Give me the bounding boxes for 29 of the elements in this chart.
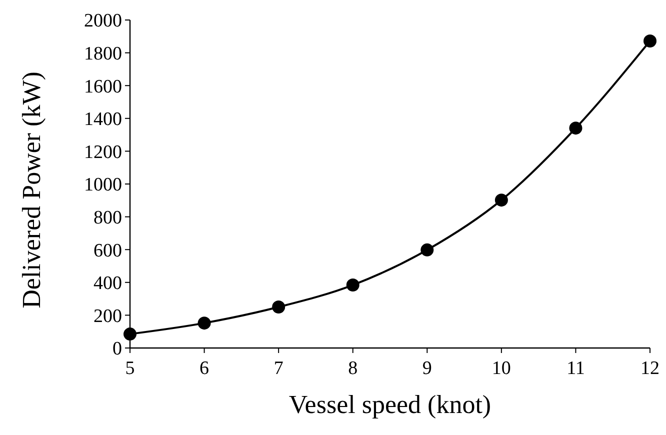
point: [198, 316, 211, 330]
x-tick-label: 9: [422, 358, 432, 379]
x-tick-label: 5: [125, 358, 135, 379]
y-tick-label: 1400: [84, 109, 122, 130]
y-tick-label: 1800: [84, 43, 122, 64]
x-tick-label: 7: [274, 358, 284, 379]
y-tick-label: 2000: [84, 10, 122, 32]
y-tick-label: 800: [94, 207, 122, 228]
y-tick-label: 1000: [84, 174, 122, 196]
x-tick-label: 6: [200, 358, 210, 379]
point: [272, 300, 286, 314]
y-tick-label: 1600: [84, 76, 122, 98]
point: [644, 34, 656, 48]
y-tick-label: 400: [94, 273, 122, 294]
point: [420, 243, 434, 256]
y-tick-label: 0: [112, 338, 122, 360]
x-axis-title: Vessel speed (knot): [288, 390, 492, 419]
x-tick-label: 12: [640, 358, 660, 379]
point: [124, 328, 136, 341]
point: [494, 194, 508, 207]
y-axis-title: Delivered Power (kW): [17, 72, 46, 308]
x-tick-label: 10: [492, 358, 511, 379]
point: [346, 278, 360, 292]
y-tick-label: 600: [94, 240, 122, 262]
y-tick-label: 200: [94, 306, 122, 327]
y-tick-label: 1200: [84, 142, 122, 163]
point: [569, 122, 582, 135]
x-tick-label: 11: [566, 358, 585, 379]
x-tick-label: 8: [348, 358, 358, 379]
